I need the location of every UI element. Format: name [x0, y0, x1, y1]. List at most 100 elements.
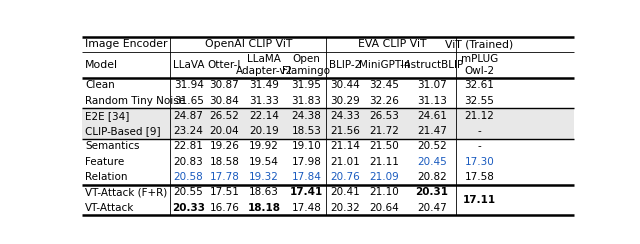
- Text: MiniGPT-4: MiniGPT-4: [359, 60, 410, 70]
- Text: 31.07: 31.07: [417, 80, 447, 90]
- Text: 20.41: 20.41: [330, 187, 360, 197]
- Text: 30.84: 30.84: [209, 95, 239, 105]
- Text: VT-Attack (F+R): VT-Attack (F+R): [85, 187, 167, 197]
- Text: 24.61: 24.61: [417, 111, 447, 121]
- Text: 20.47: 20.47: [417, 203, 447, 213]
- Text: 17.98: 17.98: [291, 157, 321, 167]
- Text: 32.61: 32.61: [465, 80, 494, 90]
- Text: LLaMA
Adapter-v2: LLaMA Adapter-v2: [236, 54, 292, 76]
- Text: 24.33: 24.33: [330, 111, 360, 121]
- Text: 31.49: 31.49: [249, 80, 279, 90]
- Text: 21.47: 21.47: [417, 126, 447, 136]
- Text: 32.45: 32.45: [370, 80, 399, 90]
- Text: LLaVA: LLaVA: [173, 60, 204, 70]
- Text: 31.83: 31.83: [291, 95, 321, 105]
- Text: 20.04: 20.04: [209, 126, 239, 136]
- Text: mPLUG
Owl-2: mPLUG Owl-2: [461, 54, 498, 76]
- Text: 17.48: 17.48: [291, 203, 321, 213]
- Text: 30.29: 30.29: [330, 95, 360, 105]
- Text: 21.14: 21.14: [330, 142, 360, 152]
- Text: Clean: Clean: [85, 80, 115, 90]
- Text: 21.72: 21.72: [370, 126, 399, 136]
- Text: 17.51: 17.51: [209, 187, 239, 197]
- Text: 21.56: 21.56: [330, 126, 360, 136]
- Text: 24.87: 24.87: [173, 111, 204, 121]
- Text: 21.09: 21.09: [370, 172, 399, 182]
- Text: BLIP-2: BLIP-2: [329, 60, 361, 70]
- Text: 20.82: 20.82: [417, 172, 447, 182]
- Text: 22.81: 22.81: [173, 142, 204, 152]
- Text: 18.58: 18.58: [209, 157, 239, 167]
- Text: 26.53: 26.53: [370, 111, 399, 121]
- Text: 17.30: 17.30: [465, 157, 494, 167]
- Text: 17.78: 17.78: [209, 172, 239, 182]
- Text: 31.33: 31.33: [249, 95, 279, 105]
- Text: -: -: [477, 142, 481, 152]
- Text: 24.38: 24.38: [291, 111, 321, 121]
- Text: 19.26: 19.26: [209, 142, 239, 152]
- Text: 16.76: 16.76: [209, 203, 239, 213]
- Bar: [83, 200, 573, 215]
- Text: Semantics: Semantics: [85, 142, 140, 152]
- Text: 21.50: 21.50: [370, 142, 399, 152]
- Bar: [83, 123, 573, 139]
- Text: EVA CLIP ViT: EVA CLIP ViT: [358, 40, 426, 50]
- Text: 18.18: 18.18: [248, 203, 280, 213]
- Text: 20.83: 20.83: [173, 157, 204, 167]
- Text: 21.10: 21.10: [370, 187, 399, 197]
- Bar: [83, 108, 573, 123]
- Bar: [83, 154, 573, 169]
- Text: ViT (Trained): ViT (Trained): [445, 40, 513, 50]
- Text: 20.45: 20.45: [417, 157, 447, 167]
- Text: -: -: [477, 126, 481, 136]
- Text: 20.19: 20.19: [249, 126, 279, 136]
- Bar: [83, 78, 573, 93]
- Text: 31.13: 31.13: [417, 95, 447, 105]
- Text: 32.55: 32.55: [465, 95, 494, 105]
- Text: 21.12: 21.12: [465, 111, 494, 121]
- Text: OpenAI CLIP ViT: OpenAI CLIP ViT: [205, 40, 292, 50]
- Text: 22.14: 22.14: [249, 111, 279, 121]
- Text: 31.95: 31.95: [291, 80, 321, 90]
- Text: 17.41: 17.41: [290, 187, 323, 197]
- Text: 20.52: 20.52: [417, 142, 447, 152]
- Text: 20.76: 20.76: [330, 172, 360, 182]
- Text: 30.87: 30.87: [209, 80, 239, 90]
- Text: 21.01: 21.01: [330, 157, 360, 167]
- Text: 26.52: 26.52: [209, 111, 239, 121]
- Text: 32.26: 32.26: [370, 95, 399, 105]
- Text: E2E [34]: E2E [34]: [85, 111, 129, 121]
- Text: Image Encoder: Image Encoder: [85, 40, 168, 50]
- Bar: [83, 169, 573, 185]
- Text: 23.24: 23.24: [173, 126, 204, 136]
- Text: InstructBLIP: InstructBLIP: [401, 60, 463, 70]
- Text: 30.44: 30.44: [330, 80, 360, 90]
- Text: CLIP-Based [9]: CLIP-Based [9]: [85, 126, 161, 136]
- Text: 20.31: 20.31: [415, 187, 449, 197]
- Text: 20.58: 20.58: [173, 172, 204, 182]
- Text: Relation: Relation: [85, 172, 127, 182]
- Text: 18.53: 18.53: [291, 126, 321, 136]
- Text: 17.84: 17.84: [291, 172, 321, 182]
- Text: 21.11: 21.11: [370, 157, 399, 167]
- Text: 31.94: 31.94: [173, 80, 204, 90]
- Text: 20.64: 20.64: [370, 203, 399, 213]
- Text: 18.63: 18.63: [249, 187, 279, 197]
- Text: 20.55: 20.55: [173, 187, 204, 197]
- Bar: [83, 139, 573, 154]
- Text: 19.10: 19.10: [292, 142, 321, 152]
- Text: Model: Model: [85, 60, 118, 70]
- Text: Feature: Feature: [85, 157, 124, 167]
- Text: 19.54: 19.54: [249, 157, 279, 167]
- Bar: [83, 93, 573, 108]
- Text: 20.33: 20.33: [172, 203, 205, 213]
- Text: 31.65: 31.65: [173, 95, 204, 105]
- Text: Open
Flamingo: Open Flamingo: [282, 54, 330, 76]
- Text: 17.11: 17.11: [463, 195, 496, 205]
- Bar: [83, 185, 573, 200]
- Text: VT-Attack: VT-Attack: [85, 203, 134, 213]
- Text: 20.32: 20.32: [330, 203, 360, 213]
- Text: 17.58: 17.58: [465, 172, 494, 182]
- Text: 19.92: 19.92: [249, 142, 279, 152]
- Text: Random Tiny Noise: Random Tiny Noise: [85, 95, 185, 105]
